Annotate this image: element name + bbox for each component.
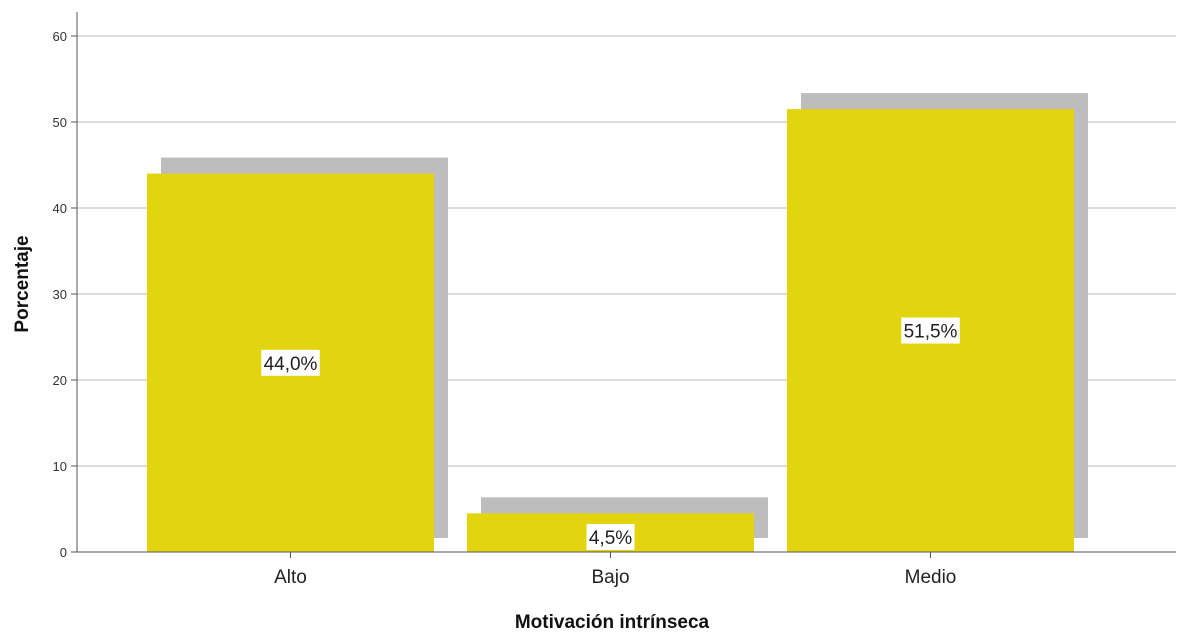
data-label-box <box>586 524 635 550</box>
x-axis-category-labels: Alto Bajo Medio <box>274 552 956 588</box>
y-axis-ticks: 0 10 20 30 40 50 60 <box>53 29 77 560</box>
data-label-box <box>901 317 960 344</box>
bars: 44,0% 4,5% 51,5% <box>147 93 1088 552</box>
x-category-label: Medio <box>905 567 957 588</box>
data-label: 4,5% <box>589 528 632 549</box>
y-tick-label: 20 <box>53 373 67 388</box>
y-tick-label: 0 <box>60 545 67 560</box>
y-tick-label: 50 <box>53 115 67 130</box>
x-category-label: Alto <box>274 567 307 588</box>
data-label-box <box>261 349 320 376</box>
y-tick-label: 60 <box>53 29 67 44</box>
y-tick-label: 40 <box>53 201 67 216</box>
y-tick-label: 30 <box>53 287 67 302</box>
y-tick-label: 10 <box>53 459 67 474</box>
x-category-label: Bajo <box>591 567 629 588</box>
data-label: 44,0% <box>264 354 318 375</box>
data-label: 51,5% <box>904 322 958 343</box>
axes <box>76 12 1176 553</box>
x-axis-title: Motivación intrínseca <box>515 612 710 633</box>
y-axis-title: Porcentaje <box>12 235 33 332</box>
